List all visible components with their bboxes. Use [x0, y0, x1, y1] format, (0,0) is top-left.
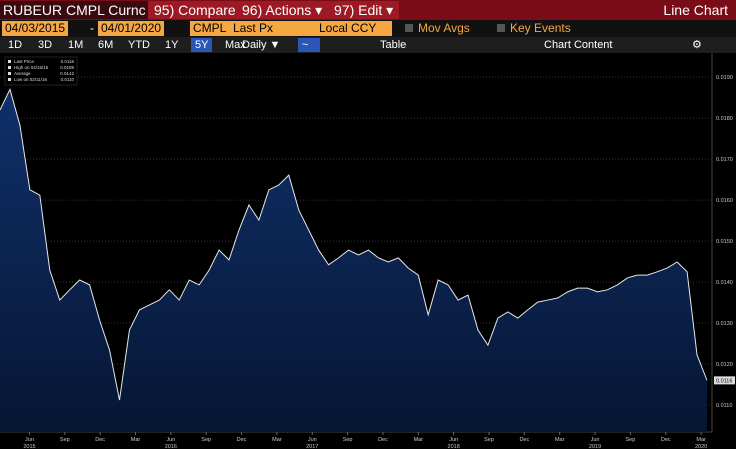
table-button[interactable]: Table	[380, 39, 407, 51]
x-year-label: 2018	[448, 444, 460, 449]
legend-swatch	[8, 78, 11, 81]
legend-swatch	[8, 72, 11, 75]
period-button[interactable]: 1D	[8, 39, 23, 51]
y-tick-label: 0.0140	[716, 280, 733, 286]
source[interactable]: CMPL	[190, 21, 230, 36]
period-button[interactable]: 1Y	[165, 39, 179, 51]
x-tick-label: Dec	[237, 437, 247, 443]
legend-value: 0.0142	[60, 71, 74, 76]
separator: -	[90, 21, 94, 35]
x-tick-label: Sep	[343, 437, 353, 443]
end-date[interactable]: 04/01/2020	[98, 21, 165, 36]
x-tick-label: Mar	[272, 437, 282, 443]
legend-label: High on 04/15/15	[14, 65, 49, 70]
settings-icon[interactable]: ⚙	[692, 39, 702, 51]
period-button[interactable]: 6M	[98, 39, 114, 51]
x-year-label: 2020	[695, 444, 707, 449]
y-tick-label: 0.0190	[716, 75, 733, 81]
area	[0, 89, 707, 432]
last-price-label: 0.0116	[716, 378, 732, 384]
period-button[interactable]: 1M	[68, 39, 84, 51]
legend-box	[4, 56, 78, 86]
x-tick-label: Jun	[308, 437, 317, 443]
x-tick-label: Sep	[201, 437, 211, 443]
checkbox[interactable]: Mov Avgs	[405, 21, 470, 36]
x-year-label: 2015	[23, 444, 35, 449]
period-button[interactable]: 5Y	[191, 38, 213, 52]
field[interactable]: Last Px	[230, 21, 316, 36]
start-date[interactable]: 04/03/2015	[2, 21, 69, 36]
x-tick-label: Dec	[661, 437, 671, 443]
menu-button[interactable]: 96) Actions ▾	[236, 1, 329, 19]
legend-swatch	[8, 66, 11, 69]
checkbox[interactable]: Key Events	[497, 21, 571, 36]
security[interactable]: RUBEUR CMPL Curnc	[0, 1, 149, 19]
last-price-box	[714, 376, 735, 385]
x-tick-label: Jun	[25, 437, 34, 443]
title-bar: RUBEUR CMPL Curnc 95) Compare 96) Action…	[0, 0, 736, 20]
x-tick-label: Sep	[60, 437, 70, 443]
x-tick-label: Jun	[166, 437, 175, 443]
legend-swatch	[8, 60, 11, 63]
legend: Last Price 0.0116 High on 04/15/15 0.0189 Av…	[4, 56, 78, 86]
x-tick-label: Dec	[95, 437, 105, 443]
x-tick-label: Sep	[626, 437, 636, 443]
legend-label: Average	[14, 71, 31, 76]
period-bar: Daily ▼ ~ Table Chart Content ⚙ 1D 3D 1M 6M…	[0, 37, 736, 53]
menu-button[interactable]: 95) Compare	[148, 1, 242, 19]
view-title: Line Chart	[663, 2, 728, 18]
menu-button[interactable]: 97) Edit ▾	[328, 1, 400, 19]
period-button[interactable]: YTD	[128, 39, 150, 51]
x-tick-label: Mar	[555, 437, 565, 443]
y-tick-label: 0.0130	[716, 321, 733, 327]
x-tick-label: Dec	[378, 437, 388, 443]
chart-content[interactable]: Chart Content	[544, 39, 613, 51]
x-year-label: 2017	[306, 444, 318, 449]
x-tick-label: Dec	[519, 437, 529, 443]
legend-label: Last Price	[14, 59, 35, 64]
x-tick-label: Mar	[414, 437, 424, 443]
y-tick-label: 0.0120	[716, 362, 733, 368]
period-button[interactable]: Max	[225, 39, 246, 51]
x-tick-label: Sep	[484, 437, 494, 443]
currency[interactable]: Local CCY	[316, 21, 392, 36]
legend-value: 0.0189	[60, 65, 74, 70]
x-year-label: 2019	[589, 444, 601, 449]
line	[0, 88, 708, 401]
legend-value: 0.0116	[61, 59, 75, 64]
y-tick-label: 0.0170	[716, 157, 733, 163]
legend-value: 0.0110	[61, 77, 75, 82]
period-button[interactable]: 3D	[38, 39, 53, 51]
y-tick-label: 0.0110	[716, 403, 732, 409]
frequency[interactable]: Daily ▼	[242, 39, 281, 51]
y-tick-label: 0.0150	[716, 239, 733, 245]
fields-bar: 04/03/2015 - 04/01/2020 CMPL Last Px Loc…	[0, 20, 736, 37]
line-icon[interactable]: ~	[298, 38, 320, 52]
x-tick-label: Mar	[131, 437, 141, 443]
chart: 0.0110 0.0120 0.0130 0.0140 0.0150 0.0160 0.01…	[0, 53, 735, 449]
x-tick-label: Mar	[696, 437, 706, 443]
x-year-label: 2016	[165, 444, 177, 449]
legend-label: Low on 02/11/16	[14, 77, 47, 82]
x-tick-label: Jun	[449, 437, 458, 443]
y-tick-label: 0.0160	[716, 198, 733, 204]
x-tick-label: Jun	[591, 437, 600, 443]
y-tick-label: 0.0180	[716, 116, 733, 122]
